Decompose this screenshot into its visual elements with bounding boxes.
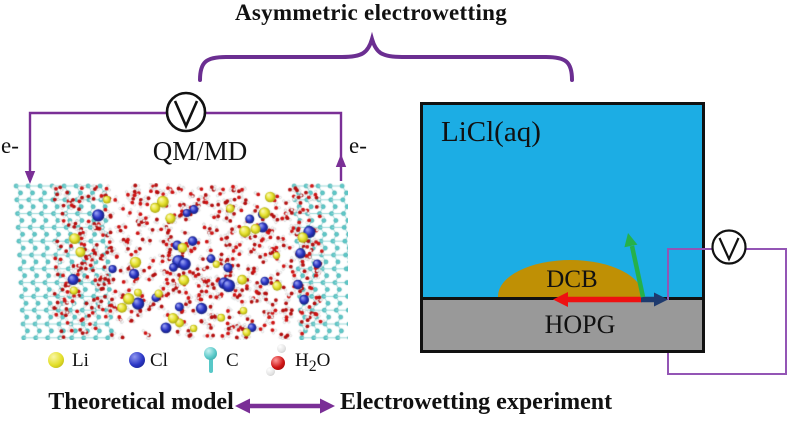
h2o-h-bottom-icon [266,367,275,376]
h2o-post: O [316,350,331,371]
electron-arrow-up-icon [335,154,347,167]
electron-label-right: e- [349,133,367,158]
h2o-sub: 2 [308,357,317,375]
legend-label-cl: Cl [150,350,168,371]
page-title: Asymmetric electrowetting [234,0,508,25]
bottom-arrow-right-head-icon [320,398,335,414]
electron-label-left: e- [1,133,19,158]
h2o-pre: H [295,350,309,371]
voltage-source-left-v-glyph [173,100,199,130]
h2o-h-top-icon [277,344,286,353]
c-pin-icon [209,358,213,373]
caption-theoretical-model: Theoretical model [48,389,234,415]
substrate-label: HOPG [544,310,616,339]
md-simulation-canvas [12,183,348,340]
method-label: QM/MD [152,136,248,166]
substrate-box [420,300,705,353]
legend-label-h2o: H2O [295,350,330,376]
c-sphere-icon [204,347,217,360]
solution-label: LiCl(aq) [441,116,541,148]
brace-icon [198,31,574,82]
voltage-source-left-icon [165,91,207,133]
cl-sphere-icon [129,352,145,368]
caption-electrowetting-experiment: Electrowetting experiment [340,389,613,415]
legend-label-li: Li [72,350,89,371]
solution-box [420,102,705,300]
voltage-source-right-icon [711,229,747,265]
voltage-source-right-v-glyph [718,237,740,262]
h2o-o-icon [271,356,285,370]
li-sphere-icon [48,352,64,368]
legend-label-c: C [226,350,239,371]
droplet-label: DCB [546,266,598,293]
